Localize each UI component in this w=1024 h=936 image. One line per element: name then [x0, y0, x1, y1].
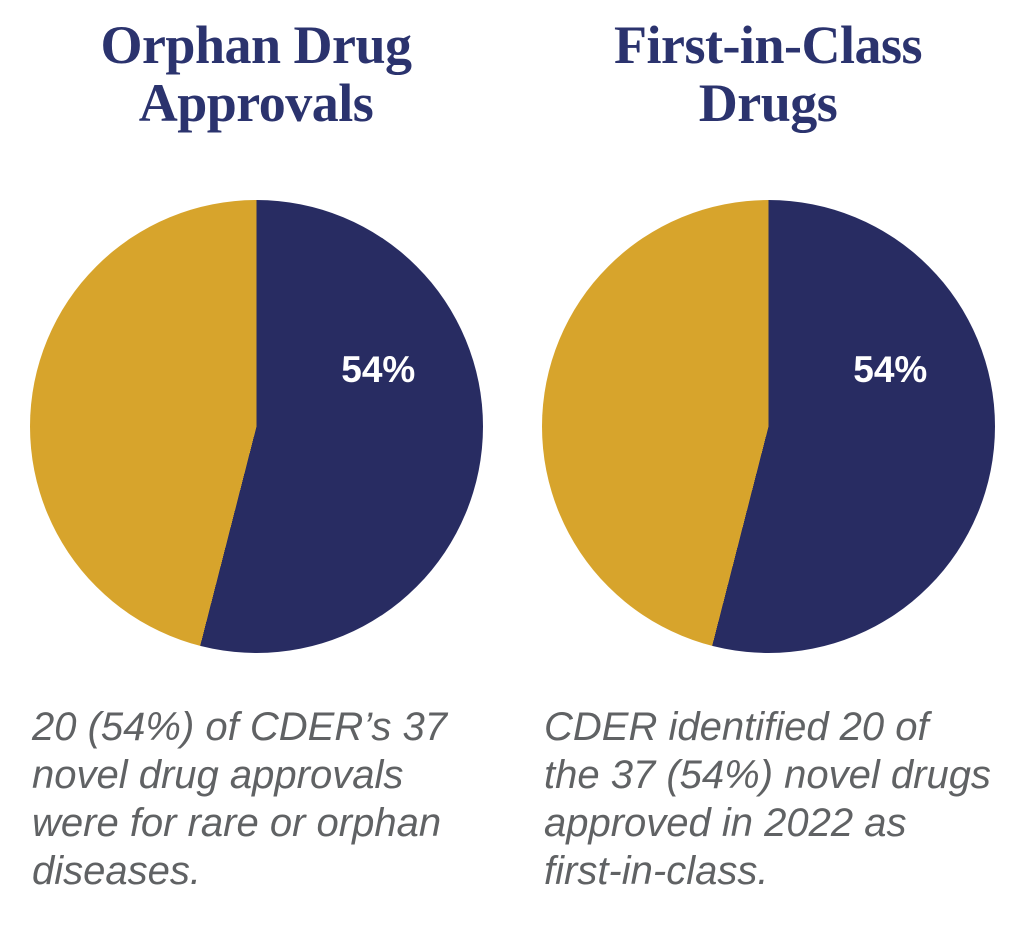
caption-line: novel drug approvals: [32, 753, 404, 797]
pie-graphic: [541, 200, 995, 653]
pie-chart: 54%: [541, 200, 995, 653]
pie-graphic: [29, 200, 483, 653]
pie-chart: 54%: [29, 200, 483, 653]
chart-caption: CDER identified 20 of the 37 (54%) novel…: [544, 703, 991, 895]
chart-title: Orphan Drug Approvals: [100, 15, 412, 133]
chart-first-in-class-drugs: First-in-Class Drugs 54% CDER identified…: [512, 0, 1024, 936]
caption-line: CDER identified 20 of: [544, 705, 929, 749]
caption-line: the 37 (54%) novel drugs: [544, 753, 991, 797]
chart-caption: 20 (54%) of CDER’s 37 novel drug approva…: [32, 703, 447, 895]
caption-line: approved in 2022 as: [544, 801, 907, 845]
chart-title: First-in-Class Drugs: [614, 16, 922, 132]
chart-orphan-drug-approvals: Orphan Drug Approvals 54% 20 (54%) of CD…: [29, 15, 483, 895]
pie-slice-label: 54%: [853, 348, 928, 390]
chart-title-line: Approvals: [138, 73, 374, 133]
caption-line: first-in-class.: [544, 849, 769, 893]
caption-line: diseases.: [32, 849, 201, 893]
caption-line: 20 (54%) of CDER’s 37: [32, 705, 447, 749]
chart-title-line: First-in-Class: [614, 15, 922, 75]
chart-title-line: Drugs: [698, 73, 838, 133]
chart-title-line: Orphan Drug: [100, 15, 412, 75]
pie-slice-label: 54%: [341, 348, 416, 390]
caption-line: were for rare or orphan: [32, 801, 442, 845]
